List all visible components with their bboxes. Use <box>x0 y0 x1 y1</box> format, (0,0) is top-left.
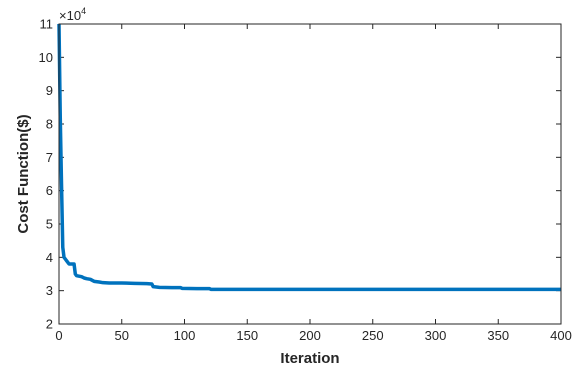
x-tick-label: 0 <box>55 328 62 343</box>
y-tick-label: 7 <box>46 150 53 165</box>
y-tick-label: 8 <box>46 117 53 132</box>
x-tick-label: 150 <box>236 328 258 343</box>
x-tick-label: 250 <box>362 328 384 343</box>
y-tick-label: 10 <box>39 50 53 65</box>
series-line-0 <box>57 23 561 292</box>
y-tick-label: 9 <box>46 83 53 98</box>
y-tick-label: 2 <box>46 317 53 332</box>
y-tick-label: 3 <box>46 283 53 298</box>
x-axis-label: Iteration <box>280 350 339 367</box>
x-tick-label: 350 <box>487 328 509 343</box>
data-series-group <box>57 23 561 292</box>
y-tick-label: 5 <box>46 217 53 232</box>
tick-labels: 0 50 100 150 200 250 300 350 400 2 3 4 5 6 7 8 9 10 11 <box>39 17 572 344</box>
y-axis-label: Cost Function($) <box>15 114 32 233</box>
y-tick-label: 11 <box>40 17 54 32</box>
plot-frame <box>58 23 562 325</box>
y-axis-multiplier: ×104 <box>59 6 86 23</box>
x-tick-label: 200 <box>299 328 321 343</box>
x-tick-label: 400 <box>550 328 572 343</box>
y-tick-label: 6 <box>46 183 53 198</box>
x-tick-label: 50 <box>115 328 129 343</box>
x-tick-label: 100 <box>174 328 196 343</box>
plot-area <box>59 24 561 324</box>
y-tick-label: 4 <box>46 250 53 265</box>
x-tick-label: 300 <box>425 328 447 343</box>
